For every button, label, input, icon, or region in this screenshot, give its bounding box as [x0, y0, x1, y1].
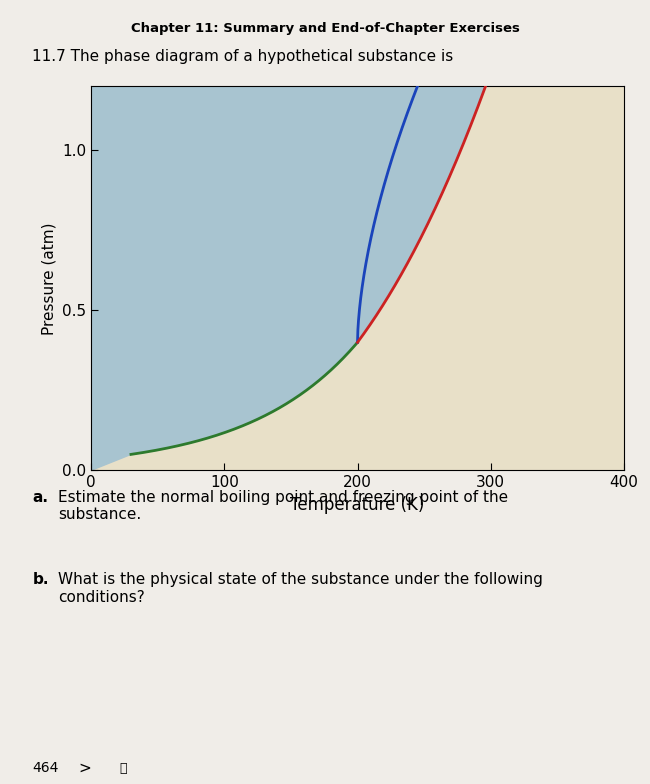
Y-axis label: Pressure (atm): Pressure (atm) — [42, 222, 57, 335]
Text: Chapter 11: Summary and End-of-Chapter Exercises: Chapter 11: Summary and End-of-Chapter E… — [131, 22, 519, 35]
Polygon shape — [91, 86, 417, 470]
Text: ⬜: ⬜ — [120, 761, 127, 775]
Text: What is the physical state of the substance under the following
conditions?: What is the physical state of the substa… — [58, 572, 543, 604]
Text: a.: a. — [32, 490, 49, 505]
Polygon shape — [358, 0, 624, 343]
Text: 11.7 The phase diagram of a hypothetical substance is: 11.7 The phase diagram of a hypothetical… — [32, 49, 454, 64]
Text: b.: b. — [32, 572, 49, 587]
Text: >: > — [78, 760, 91, 775]
X-axis label: Temperature (K): Temperature (K) — [291, 495, 424, 514]
Text: 464: 464 — [32, 761, 58, 775]
Text: Estimate the normal boiling point and freezing point of the
substance.: Estimate the normal boiling point and fr… — [58, 490, 508, 522]
